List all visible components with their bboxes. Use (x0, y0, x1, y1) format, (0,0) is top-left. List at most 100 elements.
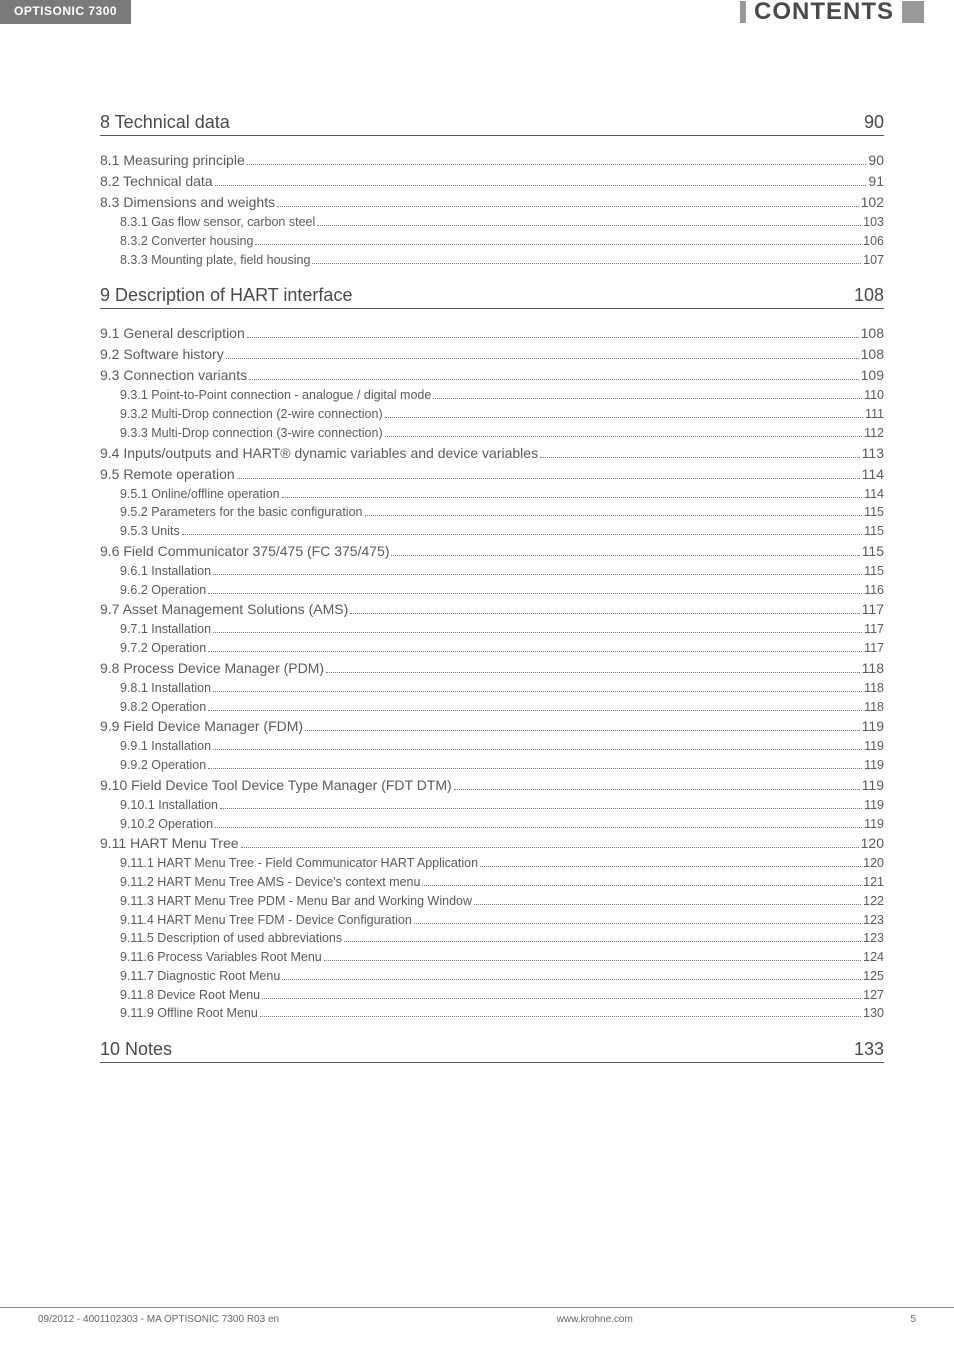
chapter-heading-row: 9 Description of HART interface108 (100, 285, 884, 309)
toc-page: 115 (862, 541, 884, 562)
toc-leader-dots (208, 710, 862, 711)
toc-entry: 9.11.5 Description of used abbreviations… (100, 929, 884, 948)
toc-label: 9.6.1 Installation (120, 562, 211, 581)
toc-page: 118 (862, 658, 884, 679)
toc-label: 9.7 Asset Management Solutions (AMS) (100, 599, 348, 620)
toc-page: 120 (861, 833, 884, 854)
toc-entry: 9.8.2 Operation 118 (100, 698, 884, 717)
toc-page: 113 (862, 443, 884, 464)
toc-page: 112 (864, 424, 884, 443)
toc-entry: 9.11.4 HART Menu Tree FDM - Device Confi… (100, 911, 884, 930)
toc-label: 9.11 HART Menu Tree (100, 833, 239, 854)
toc-page: 115 (864, 562, 884, 581)
toc-page: 119 (864, 796, 884, 815)
toc-entry: 9.8.1 Installation 118 (100, 679, 884, 698)
toc-label: 9.11.2 HART Menu Tree AMS - Device's con… (120, 873, 420, 892)
toc-label: 9.3 Connection variants (100, 365, 247, 386)
toc-page: 91 (868, 171, 884, 192)
toc-leader-dots (305, 730, 860, 731)
toc-entry: 9.11.7 Diagnostic Root Menu125 (100, 967, 884, 986)
toc-leader-dots (317, 225, 861, 226)
toc-page: 114 (862, 464, 884, 485)
toc-entry: 9.9.1 Installation119 (100, 737, 884, 756)
toc-entry: 9.11 HART Menu Tree 120 (100, 833, 884, 854)
toc-label: 9.8 Process Device Manager (PDM) (100, 658, 324, 679)
toc-leader-dots (326, 672, 860, 673)
toc-leader-dots (474, 904, 861, 905)
toc-label: 8.3.2 Converter housing (120, 232, 253, 251)
toc-entry: 9.9 Field Device Manager (FDM)119 (100, 716, 884, 737)
toc-leader-dots (255, 244, 861, 245)
toc-leader-dots (385, 417, 863, 418)
toc-entry: 9.1 General description108 (100, 323, 884, 344)
toc-page: 103 (863, 213, 884, 232)
toc-leader-dots (350, 613, 859, 614)
chapter-title: 10 Notes (100, 1039, 172, 1060)
toc-leader-dots (312, 263, 861, 264)
toc-page: 117 (864, 620, 884, 639)
toc-leader-dots (226, 358, 859, 359)
chapter-block: 9 Description of HART interface108 9.1 Ge… (100, 285, 884, 1023)
section-title-block: CONTENTS (740, 0, 924, 26)
toc-entry: 9.11.6 Process Variables Root Menu124 (100, 948, 884, 967)
toc-entry: 9.3.3 Multi-Drop connection (3-wire conn… (100, 424, 884, 443)
toc-page: 125 (863, 967, 884, 986)
toc-entry: 9.11.1 HART Menu Tree - Field Communicat… (100, 854, 884, 873)
toc-leader-dots (344, 941, 861, 942)
toc-page: 109 (861, 365, 884, 386)
toc-leader-dots (208, 651, 862, 652)
toc-entry: 9.3.1 Point-to-Point connection - analog… (100, 386, 884, 405)
toc-leader-dots (282, 979, 861, 980)
toc-page: 116 (864, 581, 884, 600)
toc-leader-dots (260, 1016, 861, 1017)
toc-page: 122 (863, 892, 884, 911)
toc-leader-dots (391, 555, 859, 556)
toc-leader-dots (241, 847, 859, 848)
toc-label: 9.3.1 Point-to-Point connection - analog… (120, 386, 431, 405)
toc-leader-dots (220, 808, 862, 809)
chapter-heading-row: 10 Notes133 (100, 1039, 884, 1063)
product-name: OPTISONIC 7300 (0, 0, 131, 24)
toc-label: 9.8.2 Operation (120, 698, 206, 717)
toc-page: 130 (863, 1004, 884, 1023)
toc-label: 9.2 Software history (100, 344, 224, 365)
toc-page: 106 (863, 232, 884, 251)
toc-label: 9.11.6 Process Variables Root Menu (120, 948, 322, 967)
toc-leader-dots (213, 574, 862, 575)
toc-page: 115 (864, 522, 884, 541)
toc-label: 9.11.9 Offline Root Menu (120, 1004, 258, 1023)
toc-label: 9.7.1 Installation (120, 620, 211, 639)
toc-entry: 9.11.9 Offline Root Menu 130 (100, 1004, 884, 1023)
toc-entry: 9.11.2 HART Menu Tree AMS - Device's con… (100, 873, 884, 892)
toc-page: 119 (864, 815, 884, 834)
toc-entry: 9.11.8 Device Root Menu127 (100, 986, 884, 1005)
toc-label: 8.1 Measuring principle (100, 150, 245, 171)
toc-entry: 9.10.2 Operation119 (100, 815, 884, 834)
toc-page: 118 (864, 679, 884, 698)
toc-leader-dots (247, 164, 867, 165)
footer-center: www.krohne.com (557, 1314, 633, 1325)
chapter-title: 8 Technical data (100, 112, 230, 133)
chapter-heading-row: 8 Technical data90 (100, 112, 884, 136)
toc-label: 9.8.1 Installation (120, 679, 211, 698)
toc-label: 8.3.3 Mounting plate, field housing (120, 251, 310, 270)
toc-page: 102 (861, 192, 884, 213)
toc-entry: 9.3.2 Multi-Drop connection (2-wire conn… (100, 405, 884, 424)
page-header: OPTISONIC 7300 CONTENTS (0, 0, 954, 36)
toc-label: 9.1 General description (100, 323, 245, 344)
toc-page: 120 (863, 854, 884, 873)
toc-leader-dots (414, 923, 861, 924)
toc-page: 118 (864, 698, 884, 717)
toc-page: 119 (862, 775, 884, 796)
toc-content: 8 Technical data90 8.1 Measuring principl… (0, 36, 954, 1063)
toc-leader-dots (247, 337, 859, 338)
toc-leader-dots (282, 497, 862, 498)
toc-entry: 8.3.3 Mounting plate, field housing107 (100, 251, 884, 270)
toc-entry: 9.6 Field Communicator 375/475 (FC 375/4… (100, 541, 884, 562)
toc-entry: 9.11.3 HART Menu Tree PDM - Menu Bar and… (100, 892, 884, 911)
toc-label: 8.3 Dimensions and weights (100, 192, 275, 213)
toc-leader-dots (262, 998, 861, 999)
toc-entry: 9.5.1 Online/offline operation114 (100, 485, 884, 504)
toc-entry: 8.1 Measuring principle90 (100, 150, 884, 171)
toc-page: 119 (862, 716, 884, 737)
